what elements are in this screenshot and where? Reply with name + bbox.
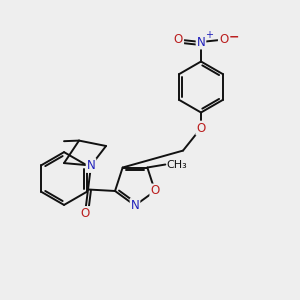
- Text: +: +: [206, 30, 214, 40]
- Text: O: O: [80, 207, 90, 220]
- Text: O: O: [174, 33, 183, 46]
- Text: N: N: [196, 35, 206, 49]
- Text: N: N: [87, 159, 95, 172]
- Text: O: O: [196, 122, 206, 135]
- Text: N: N: [130, 199, 140, 212]
- Text: CH₃: CH₃: [166, 160, 187, 170]
- Text: O: O: [219, 33, 228, 46]
- Text: O: O: [150, 184, 160, 197]
- Text: −: −: [229, 30, 239, 43]
